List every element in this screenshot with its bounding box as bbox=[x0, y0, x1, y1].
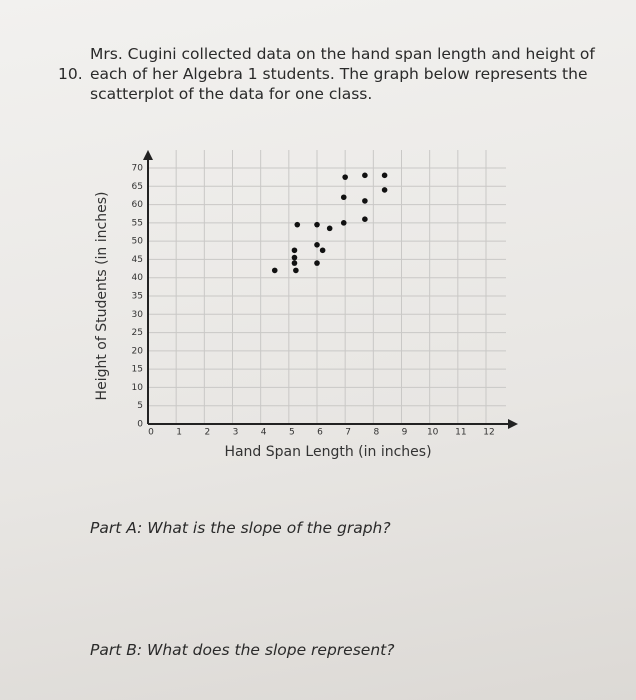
x-tick-label: 9 bbox=[402, 428, 408, 438]
x-tick-label: 7 bbox=[345, 428, 351, 438]
x-tick-label: 11 bbox=[455, 428, 466, 438]
y-tick-label: 45 bbox=[132, 255, 143, 265]
y-tick-label: 50 bbox=[132, 237, 144, 247]
y-tick-label: 30 bbox=[132, 310, 144, 320]
y-tick-label: 10 bbox=[132, 383, 144, 393]
point bbox=[294, 221, 301, 228]
y-tick-label: 65 bbox=[132, 182, 143, 192]
y-tick-label: 70 bbox=[132, 164, 144, 174]
point bbox=[291, 254, 298, 261]
point bbox=[319, 247, 326, 254]
y-tick-label: 25 bbox=[132, 328, 143, 338]
x-tick-label: 6 bbox=[317, 428, 323, 438]
x-axis-label: Hand Span Length (in inches) bbox=[224, 444, 431, 460]
part-a: Part A: What is the slope of the graph? bbox=[90, 519, 391, 537]
point bbox=[362, 216, 368, 222]
x-tick-label: 5 bbox=[289, 428, 295, 438]
y-tick-label: 20 bbox=[132, 346, 144, 356]
y-tick-label: 5 bbox=[137, 401, 143, 411]
x-tick-label: 3 bbox=[233, 428, 239, 438]
point bbox=[326, 225, 333, 232]
y-tick-label: 15 bbox=[132, 365, 143, 375]
point bbox=[314, 221, 320, 228]
point bbox=[381, 187, 388, 193]
question-text: Mrs. Cugini collected data on the hand s… bbox=[90, 45, 595, 103]
question-number: 10. bbox=[58, 65, 83, 83]
x-tick-label: 2 bbox=[204, 428, 210, 438]
point bbox=[340, 220, 347, 226]
point bbox=[291, 247, 298, 254]
part-b: Part B: What does the slope represent? bbox=[90, 641, 395, 659]
x-tick-label: 12 bbox=[483, 428, 494, 438]
y-tick-label: 55 bbox=[132, 218, 143, 228]
point bbox=[293, 267, 299, 274]
point bbox=[342, 174, 348, 180]
point bbox=[314, 242, 320, 248]
x-tick-label: 0 bbox=[148, 428, 154, 438]
y-tick-label: 0 bbox=[137, 420, 143, 430]
point bbox=[381, 172, 388, 179]
point bbox=[314, 260, 320, 266]
point bbox=[362, 172, 368, 179]
x-tick-label: 10 bbox=[427, 428, 439, 438]
x-tick-label: 4 bbox=[261, 428, 267, 438]
point bbox=[291, 260, 298, 266]
x-tick-label: 8 bbox=[373, 428, 379, 438]
point bbox=[340, 194, 347, 201]
y-tick-label: 40 bbox=[132, 273, 144, 283]
x-arrow bbox=[508, 419, 518, 429]
x-tick-label: 1 bbox=[176, 428, 182, 438]
y-tick-label: 35 bbox=[132, 292, 143, 302]
point bbox=[271, 267, 278, 274]
y-axis-label: Height of Students (in inches) bbox=[94, 192, 110, 401]
y-arrow bbox=[143, 150, 153, 160]
point bbox=[362, 198, 368, 204]
y-tick-label: 60 bbox=[132, 200, 144, 210]
